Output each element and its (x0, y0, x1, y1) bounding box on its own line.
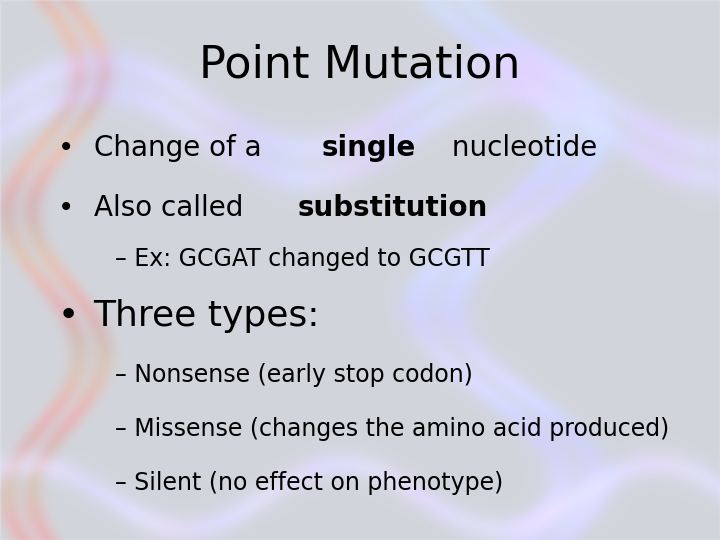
Text: – Missense (changes the amino acid produced): – Missense (changes the amino acid produ… (115, 417, 670, 441)
Text: – Silent (no effect on phenotype): – Silent (no effect on phenotype) (115, 471, 503, 495)
Text: Point Mutation: Point Mutation (199, 43, 521, 86)
Text: – Nonsense (early stop codon): – Nonsense (early stop codon) (115, 363, 473, 387)
Text: Three types:: Three types: (94, 299, 320, 333)
Text: – Ex: GCGAT changed to GCGTT: – Ex: GCGAT changed to GCGTT (115, 247, 490, 271)
Text: •: • (58, 194, 74, 222)
Text: •: • (58, 134, 74, 163)
Text: substitution: substitution (298, 194, 488, 222)
Text: •: • (58, 299, 79, 333)
Text: Also called: Also called (94, 194, 252, 222)
Text: nucleotide: nucleotide (443, 134, 597, 163)
Text: Change of a: Change of a (94, 134, 270, 163)
Text: single: single (321, 134, 415, 163)
